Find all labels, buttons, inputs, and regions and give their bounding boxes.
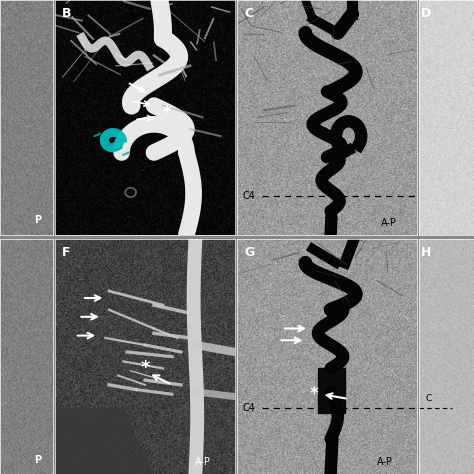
Polygon shape xyxy=(55,408,154,474)
Text: H: H xyxy=(421,246,431,259)
Text: G: G xyxy=(244,246,255,259)
Text: P: P xyxy=(35,215,42,225)
Text: *: * xyxy=(310,385,319,403)
Text: C4: C4 xyxy=(242,191,255,201)
Polygon shape xyxy=(318,368,345,413)
Text: *: * xyxy=(140,359,150,377)
Text: D: D xyxy=(421,7,431,20)
Text: C: C xyxy=(244,7,253,20)
Text: A-P: A-P xyxy=(195,457,211,467)
Text: *: * xyxy=(162,104,171,122)
Text: C: C xyxy=(426,394,432,403)
Text: F: F xyxy=(62,246,71,259)
Text: P: P xyxy=(35,455,42,465)
Text: B: B xyxy=(62,7,72,20)
Text: A-P: A-P xyxy=(381,218,397,228)
Text: A-P: A-P xyxy=(377,457,393,467)
Text: C4: C4 xyxy=(242,403,255,413)
Polygon shape xyxy=(55,408,123,474)
